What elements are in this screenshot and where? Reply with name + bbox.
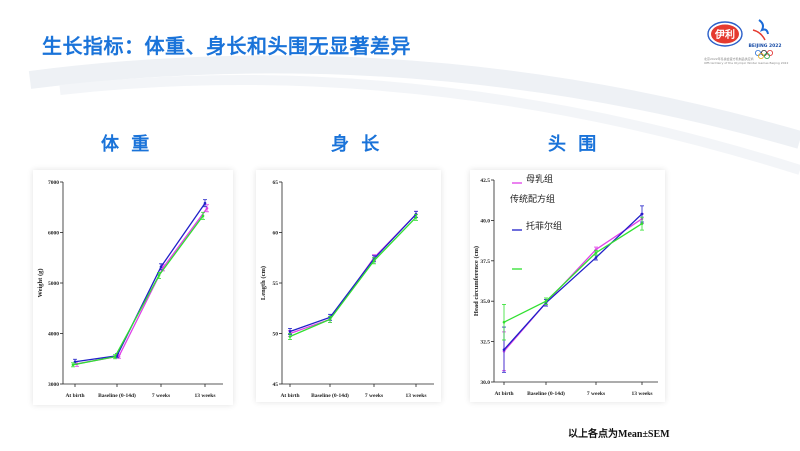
chart-title-weight: 体 重 (101, 134, 153, 155)
brand-logo: 伊利 BEIJING 2022 (707, 19, 782, 60)
y-axis-label: Length (cm) (260, 266, 267, 300)
data-point (328, 318, 332, 321)
chart-title-head: 头 围 (548, 134, 600, 155)
series-line-0 (289, 213, 417, 335)
series-line-2 (503, 223, 643, 323)
data-point (640, 222, 644, 225)
data-point (205, 206, 209, 210)
length-chart: 45 50 55 60 65 At birth Baseline (0-14d) 7 week… (260, 180, 434, 399)
x-tick-label: Baseline (0-14d) (527, 390, 565, 397)
data-point (203, 201, 207, 205)
series-line-2 (289, 216, 417, 338)
data-point (594, 256, 598, 259)
data-point (594, 251, 598, 255)
data-point (414, 216, 418, 219)
legend-label: 传统配方组 (510, 193, 555, 205)
x-tick-label: 7 weeks (587, 391, 605, 397)
data-point (502, 348, 506, 351)
y-tick-label: 60 (273, 231, 279, 237)
x-tick-label: Baseline (0-14d) (98, 392, 136, 399)
y-tick-label: 6000 (48, 231, 59, 237)
y-axis-label: Weight (g) (37, 268, 44, 297)
chart-panel-weight: 3000 4000 5000 6000 7000 At birth Baseline (0-… (33, 170, 233, 405)
x-tick-label: Baseline (0-14d) (311, 392, 349, 399)
series-line-1 (289, 213, 417, 333)
data-point (159, 265, 163, 269)
sponsor-line-1: 北京2022年冬奥会官方乳制品供应商 (704, 57, 754, 61)
y-tick-label: 40.0 (480, 218, 490, 224)
chart-title-length: 身 长 (331, 134, 383, 155)
chart-panel-head: 30.0 32.5 35.0 37.5 40.0 42.5 At birth Baseline… (470, 170, 665, 402)
y-tick-label: 45 (273, 382, 279, 388)
data-point (157, 274, 161, 277)
y-tick-label: 42.5 (480, 178, 490, 184)
sponsor-text: 北京2022年冬奥会官方乳制品供应商 Official Dairy of the… (704, 57, 796, 65)
series-line-0 (76, 207, 208, 365)
y-axis-label: Head circumference (cm) (473, 246, 480, 316)
footnote: 以上各点为Mean±SEM (568, 429, 670, 440)
chart-panel-length: 45 50 55 60 65 At birth Baseline (0-14d) 7 week… (256, 170, 441, 402)
weight-chart: 3000 4000 5000 6000 7000 At birth Baseline (0-… (37, 180, 223, 399)
data-point (71, 363, 75, 367)
page-title: 生长指标：体重、身长和头围无显著差异 (42, 34, 411, 58)
legend-label: 母乳组 (526, 173, 553, 185)
y-tick-label: 50 (273, 332, 279, 338)
x-tick-label: 13 weeks (195, 393, 216, 399)
y-tick-label: 30.0 (480, 380, 490, 386)
y-tick-label: 65 (273, 180, 279, 186)
sponsor-line-2: Official Dairy of the Olympic Winter Gam… (704, 61, 789, 65)
data-point (288, 330, 292, 333)
y-tick-label: 5000 (48, 281, 59, 287)
x-tick-label: At birth (65, 393, 84, 399)
data-point (201, 214, 205, 218)
y-tick-label: 32.5 (480, 340, 490, 346)
olympic-text: BEIJING 2022 (748, 43, 781, 49)
y-tick-label: 37.5 (480, 259, 490, 265)
y-tick-label: 3000 (48, 382, 59, 388)
brand-logo-text: 伊利 (714, 28, 735, 41)
x-tick-label: At birth (280, 393, 299, 399)
series-line-0 (503, 218, 643, 352)
x-tick-label: 7 weeks (365, 393, 383, 399)
series-line-2 (72, 215, 204, 366)
olympic-rings-icon (755, 50, 774, 60)
data-point (117, 354, 121, 358)
x-tick-label: 13 weeks (632, 391, 653, 397)
y-tick-label: 55 (273, 281, 279, 287)
data-point (640, 212, 644, 216)
data-point (544, 299, 548, 303)
data-point (113, 355, 117, 359)
data-point (372, 259, 376, 263)
y-tick-label: 7000 (48, 180, 59, 186)
data-point (288, 335, 292, 338)
y-tick-label: 4000 (48, 332, 59, 338)
data-point (502, 320, 506, 324)
head-chart: 30.0 32.5 35.0 37.5 40.0 42.5 At birth Baseline… (473, 173, 658, 397)
series-line-1 (503, 213, 643, 351)
x-tick-label: At birth (494, 391, 513, 397)
x-tick-label: 13 weeks (406, 393, 427, 399)
y-tick-label: 35.0 (480, 299, 490, 305)
legend-label: 托菲尔组 (526, 220, 562, 232)
series-line-1 (74, 202, 206, 363)
x-tick-label: 7 weeks (152, 393, 170, 399)
